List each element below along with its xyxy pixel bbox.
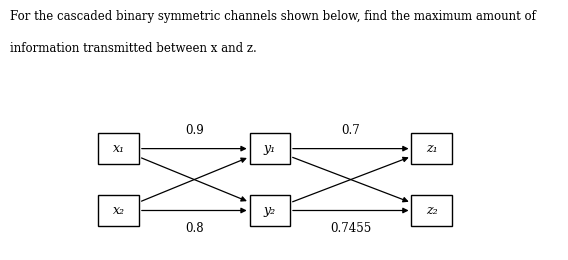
Text: z₁: z₁ bbox=[426, 142, 437, 155]
FancyBboxPatch shape bbox=[249, 195, 290, 226]
Text: 0.9: 0.9 bbox=[185, 125, 204, 138]
Text: y₁: y₁ bbox=[264, 142, 276, 155]
FancyBboxPatch shape bbox=[98, 195, 139, 226]
Text: 0.8: 0.8 bbox=[185, 222, 203, 235]
Text: x₁: x₁ bbox=[112, 142, 125, 155]
Text: information transmitted between x and z.: information transmitted between x and z. bbox=[10, 42, 257, 55]
FancyBboxPatch shape bbox=[98, 133, 139, 164]
FancyBboxPatch shape bbox=[249, 133, 290, 164]
FancyBboxPatch shape bbox=[411, 195, 452, 226]
Text: x₂: x₂ bbox=[112, 204, 125, 217]
Text: For the cascaded binary symmetric channels shown below, find the maximum amount : For the cascaded binary symmetric channe… bbox=[10, 10, 536, 23]
Text: 0.7455: 0.7455 bbox=[330, 222, 371, 235]
Text: y₂: y₂ bbox=[264, 204, 276, 217]
FancyBboxPatch shape bbox=[411, 133, 452, 164]
Text: 0.7: 0.7 bbox=[341, 125, 360, 138]
Text: z₂: z₂ bbox=[426, 204, 437, 217]
